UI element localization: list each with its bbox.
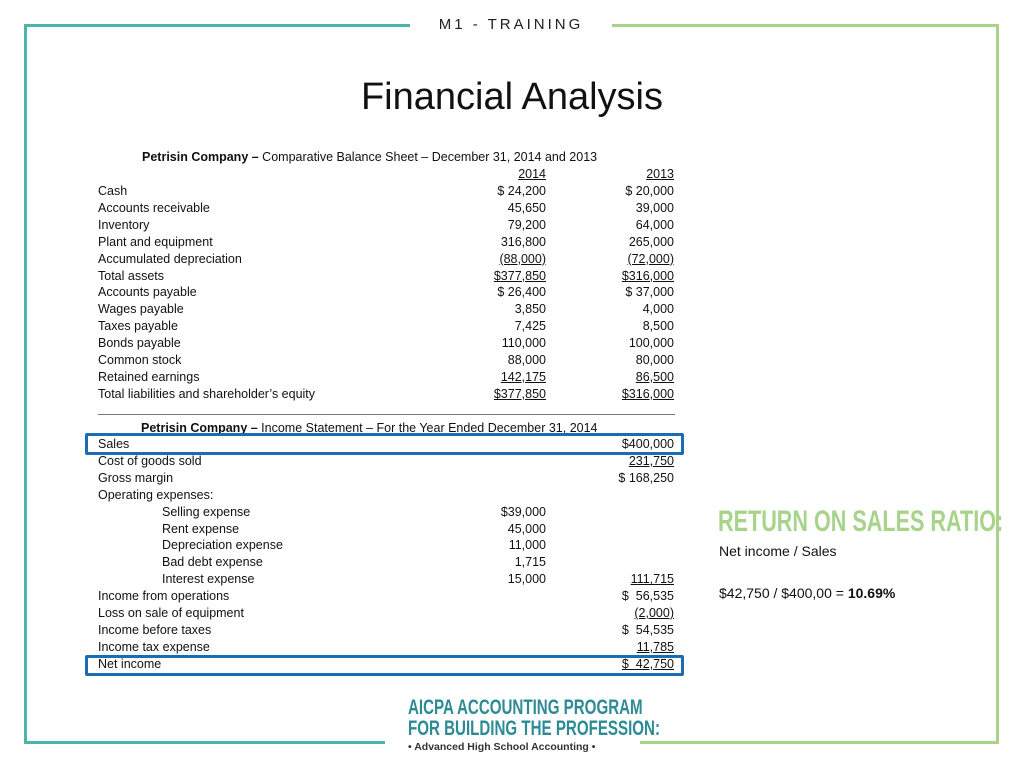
income-statement-total-value: $ 54,535 bbox=[560, 623, 674, 638]
income-statement-row-label: Interest expense bbox=[162, 572, 254, 587]
income-statement-detail-value: 15,000 bbox=[440, 572, 546, 587]
balance-sheet-value-2014: $ 24,200 bbox=[440, 184, 546, 199]
balance-sheet-value-2013: 39,000 bbox=[560, 201, 674, 216]
income-statement-detail-value: 1,715 bbox=[440, 555, 546, 570]
balance-sheet-value-2014: 3,850 bbox=[440, 302, 546, 317]
balance-sheet-title: Comparative Balance Sheet – December 31,… bbox=[259, 150, 597, 164]
frame-left-line bbox=[24, 24, 27, 744]
net-income-highlight-box bbox=[85, 655, 684, 676]
balance-sheet-value-2013: 80,000 bbox=[560, 353, 674, 368]
page-title: Financial Analysis bbox=[0, 76, 1024, 119]
income-statement-detail-value: $39,000 bbox=[440, 505, 546, 520]
balance-sheet-value-2014: $377,850 bbox=[440, 269, 546, 284]
frame-right-line bbox=[996, 24, 999, 744]
balance-sheet-row-label: Accumulated depreciation bbox=[98, 252, 242, 267]
income-statement-total-value: 231,750 bbox=[560, 454, 674, 469]
income-statement-row-label: Bad debt expense bbox=[162, 555, 263, 570]
ratio-formula: Net income / Sales bbox=[719, 543, 837, 559]
balance-sheet-value-2013: $ 20,000 bbox=[560, 184, 674, 199]
income-statement-row-label: Income tax expense bbox=[98, 640, 210, 655]
logo-line-2: FOR BUILDING THE PROFESSION: bbox=[408, 717, 660, 741]
income-statement-row-label: Income before taxes bbox=[98, 623, 211, 638]
section-divider bbox=[98, 414, 675, 415]
balance-sheet-value-2013: $316,000 bbox=[560, 269, 674, 284]
logo-line-3: • Advanced High School Accounting • bbox=[408, 741, 595, 753]
balance-sheet-row-label: Retained earnings bbox=[98, 370, 199, 385]
balance-sheet-value-2014: 316,800 bbox=[440, 235, 546, 250]
balance-sheet-value-2014: 88,000 bbox=[440, 353, 546, 368]
balance-sheet-value-2014: 7,425 bbox=[440, 319, 546, 334]
balance-sheet-row-label: Accounts receivable bbox=[98, 201, 210, 216]
income-statement-total-value: 111,715 bbox=[560, 572, 674, 587]
balance-sheet-value-2013: 4,000 bbox=[560, 302, 674, 317]
balance-sheet-value-2013: 8,500 bbox=[560, 319, 674, 334]
balance-sheet-heading: Petrisin Company – Comparative Balance S… bbox=[142, 150, 597, 165]
income-statement-row-label: Loss on sale of equipment bbox=[98, 606, 244, 621]
income-statement-total-value: $ 168,250 bbox=[560, 471, 674, 486]
sales-highlight-box bbox=[85, 433, 684, 455]
balance-sheet-row-label: Taxes payable bbox=[98, 319, 178, 334]
balance-sheet-row-label: Wages payable bbox=[98, 302, 184, 317]
balance-sheet-value-2014: 110,000 bbox=[440, 336, 546, 351]
balance-sheet-value-2013: $316,000 bbox=[560, 387, 674, 402]
frame-bottom-left-line bbox=[25, 741, 385, 744]
column-header-2014: 2014 bbox=[480, 167, 546, 182]
balance-sheet-value-2013: 265,000 bbox=[560, 235, 674, 250]
ratio-title: RETURN ON SALES RATIO: bbox=[718, 505, 1003, 539]
balance-sheet-row-label: Cash bbox=[98, 184, 127, 199]
balance-sheet-value-2013: 86,500 bbox=[560, 370, 674, 385]
section-header: M1 - TRAINING bbox=[410, 16, 612, 33]
balance-sheet-row-label: Total liabilities and shareholder’s equi… bbox=[98, 387, 315, 402]
income-statement-row-label: Income from operations bbox=[98, 589, 229, 604]
balance-sheet-value-2013: 100,000 bbox=[560, 336, 674, 351]
income-statement-row-label: Rent expense bbox=[162, 522, 239, 537]
balance-sheet-value-2014: $377,850 bbox=[440, 387, 546, 402]
income-statement-total-value: (2,000) bbox=[560, 606, 674, 621]
ratio-calculation: $42,750 / $400,00 = 10.69% bbox=[719, 585, 895, 601]
income-statement-detail-value: 45,000 bbox=[440, 522, 546, 537]
income-statement-detail-value: 11,000 bbox=[440, 538, 546, 553]
frame-top-left-line bbox=[25, 24, 410, 27]
income-statement-row-label: Gross margin bbox=[98, 471, 173, 486]
income-statement-row-label: Cost of goods sold bbox=[98, 454, 202, 469]
balance-sheet-value-2014: 45,650 bbox=[440, 201, 546, 216]
balance-sheet-company: Petrisin Company – bbox=[142, 150, 259, 164]
balance-sheet-value-2014: 142,175 bbox=[440, 370, 546, 385]
balance-sheet-value-2014: (88,000) bbox=[440, 252, 546, 267]
balance-sheet-value-2013: (72,000) bbox=[560, 252, 674, 267]
balance-sheet-row-label: Inventory bbox=[98, 218, 149, 233]
ratio-calc-result: 10.69% bbox=[848, 585, 895, 601]
column-header-2013: 2013 bbox=[600, 167, 674, 182]
balance-sheet-row-label: Plant and equipment bbox=[98, 235, 213, 250]
balance-sheet-value-2013: 64,000 bbox=[560, 218, 674, 233]
income-statement-total-value: 11,785 bbox=[560, 640, 674, 655]
balance-sheet-row-label: Total assets bbox=[98, 269, 164, 284]
balance-sheet-value-2013: $ 37,000 bbox=[560, 285, 674, 300]
income-statement-row-label: Selling expense bbox=[162, 505, 250, 520]
frame-bottom-right-line bbox=[640, 741, 999, 744]
balance-sheet-row-label: Bonds payable bbox=[98, 336, 181, 351]
balance-sheet-value-2014: $ 26,400 bbox=[440, 285, 546, 300]
ratio-calc-prefix: $42,750 / $400,00 = bbox=[719, 585, 848, 601]
income-statement-row-label: Depreciation expense bbox=[162, 538, 283, 553]
balance-sheet-row-label: Accounts payable bbox=[98, 285, 197, 300]
frame-top-right-line bbox=[612, 24, 999, 27]
income-statement-row-label: Operating expenses: bbox=[98, 488, 213, 503]
balance-sheet-row-label: Common stock bbox=[98, 353, 181, 368]
income-statement-total-value: $ 56,535 bbox=[560, 589, 674, 604]
balance-sheet-value-2014: 79,200 bbox=[440, 218, 546, 233]
